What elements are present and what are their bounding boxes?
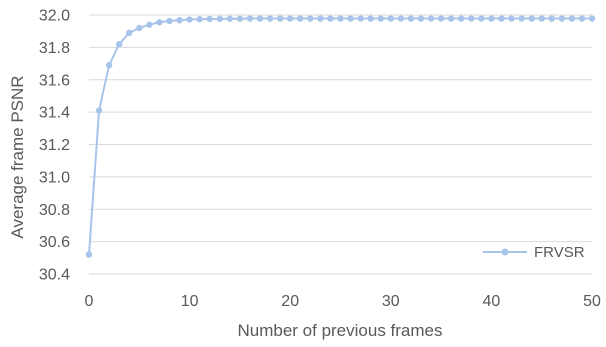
data-point: [196, 16, 203, 23]
data-point: [176, 16, 183, 24]
data-point: [488, 15, 495, 22]
data-point: [206, 15, 213, 23]
y-axis-tick-labels: 30.4 30.6 30.8 31.0 31.2 31.4 31.6 31.8 32.0: [39, 8, 70, 284]
data-point: [347, 15, 354, 22]
y-tick-label: 31.8: [39, 40, 70, 57]
y-axis-title: Average frame PSNR: [8, 75, 27, 238]
y-tick-label: 30.6: [39, 234, 70, 251]
x-tick-label: 20: [281, 293, 299, 310]
data-point: [95, 107, 103, 114]
data-point: [508, 15, 515, 22]
data-point: [105, 61, 113, 69]
data-point: [417, 15, 425, 22]
data-point: [136, 24, 143, 32]
x-axis-title: Number of previous frames: [237, 321, 442, 340]
data-point: [568, 15, 576, 22]
data-point: [216, 15, 223, 23]
data-point: [458, 15, 465, 22]
series-line-frvsr: [88, 17, 592, 255]
x-tick-label: 40: [483, 293, 501, 310]
data-point: [287, 15, 294, 22]
data-point: [256, 15, 264, 22]
data-point: [518, 15, 525, 22]
data-point: [478, 15, 485, 22]
legend: FRVSR: [483, 244, 585, 261]
y-tick-label: 31.6: [39, 72, 70, 89]
data-point: [146, 21, 153, 28]
data-point: [186, 16, 193, 23]
data-point: [307, 15, 314, 22]
data-point: [297, 15, 304, 22]
y-tick-label: 31.2: [39, 137, 70, 154]
data-point: [528, 15, 535, 22]
data-point: [387, 15, 394, 22]
data-point: [397, 15, 405, 22]
y-tick-label: 32.0: [39, 8, 70, 25]
data-point: [588, 15, 596, 22]
data-point: [266, 15, 274, 22]
data-point: [538, 15, 545, 22]
data-point: [437, 15, 445, 22]
data-point: [166, 17, 173, 25]
data-point: [558, 15, 566, 22]
data-point: [357, 15, 364, 22]
data-point: [447, 15, 455, 22]
data-point: [276, 15, 284, 22]
data-point: [367, 15, 374, 22]
data-point: [578, 15, 586, 22]
x-tick-label: 30: [382, 293, 400, 310]
gridlines: [89, 14, 592, 275]
data-point: [337, 15, 344, 22]
data-point: [156, 19, 163, 26]
data-point: [126, 29, 133, 37]
data-point: [407, 15, 415, 22]
data-point: [377, 15, 384, 22]
data-point: [498, 15, 505, 22]
y-tick-label: 31.0: [39, 169, 70, 186]
data-point: [427, 15, 435, 22]
legend-label: FRVSR: [534, 244, 585, 261]
x-tick-label: 10: [181, 293, 199, 310]
y-tick-label: 30.4: [39, 267, 70, 284]
data-point: [468, 15, 475, 22]
data-point: [246, 15, 254, 22]
legend-marker-swatch: [501, 248, 509, 256]
x-axis-tick-labels: 0 10 20 30 40 50: [85, 293, 601, 310]
data-point: [548, 15, 555, 22]
data-point: [327, 15, 334, 22]
y-tick-label: 30.8: [39, 202, 70, 219]
y-tick-label: 31.4: [39, 105, 70, 122]
data-point: [115, 40, 123, 48]
x-tick-label: 0: [85, 293, 94, 310]
data-point: [236, 15, 244, 22]
x-tick-label: 50: [583, 293, 601, 310]
data-point: [85, 251, 93, 258]
data-point: [226, 15, 234, 22]
series-layer: [85, 15, 596, 258]
data-point: [317, 15, 324, 22]
